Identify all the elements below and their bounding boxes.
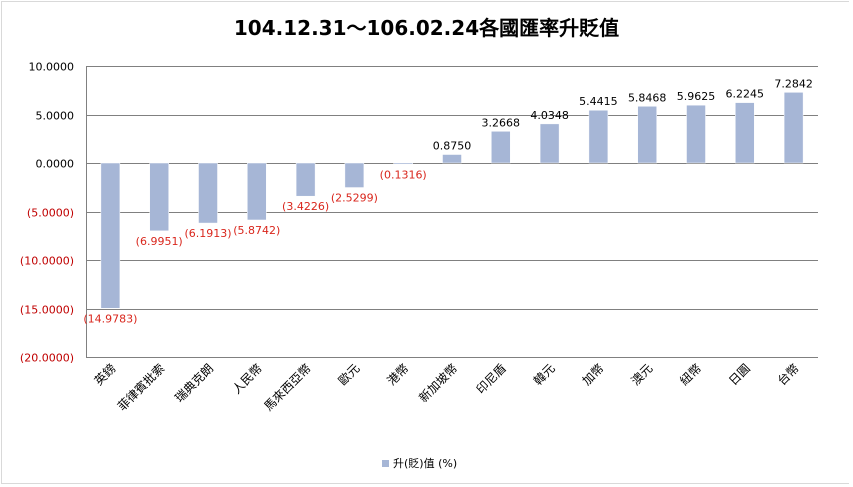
y-tick-label: 0.0000	[36, 158, 75, 171]
data-label: (6.1913)	[184, 227, 231, 240]
bar	[198, 162, 218, 224]
y-tick-label: (20.0000)	[20, 352, 74, 365]
data-labels: (14.9783) (6.9951)(6.1913) (5.8742)(3.4226…	[83, 77, 812, 325]
bottom-edge	[0, 485, 853, 487]
x-tick-label: 菲律賓批索	[114, 361, 167, 414]
x-tick-label: 台幣	[774, 361, 802, 389]
x-tick-label: 港幣	[384, 361, 411, 388]
y-tick-label: (15.0000)	[20, 304, 74, 317]
y-tick-label: 10.0000	[29, 61, 75, 74]
x-tick-label: 日圓	[726, 361, 753, 388]
data-label: 0.8750	[433, 140, 472, 153]
data-label: (2.5299)	[331, 192, 378, 205]
bar	[539, 123, 560, 164]
bar	[295, 162, 316, 197]
x-tick-label: 新加坡幣	[416, 361, 461, 406]
data-label: 5.4415	[579, 95, 618, 108]
x-tick-label: 歐元	[335, 361, 363, 389]
y-tick-label: (5.0000)	[27, 207, 74, 220]
gridlines	[86, 66, 818, 358]
data-label: 7.2842	[774, 77, 813, 90]
data-label: 3.2668	[482, 116, 521, 129]
data-label: 6.2245	[726, 88, 765, 101]
data-label: 4.0348	[530, 109, 569, 122]
bar	[100, 162, 121, 309]
x-tick-label: 英鎊	[91, 361, 119, 389]
data-label: (6.9951)	[136, 235, 183, 248]
x-tick-label: 韓元	[531, 361, 558, 388]
x-tick-label: 瑞典克朗	[172, 361, 216, 405]
bar	[442, 154, 462, 164]
legend-swatch	[382, 459, 389, 467]
x-tick-label: 加幣	[580, 361, 607, 388]
chart-title: 104.12.31～106.02.24各國匯率升貶值	[233, 16, 620, 40]
legend: 升(貶)值 (%)	[382, 455, 457, 471]
bar	[637, 106, 657, 164]
data-label: (0.1316)	[380, 168, 427, 181]
y-tick-label: (10.0000)	[20, 255, 74, 268]
bar	[393, 162, 413, 165]
bar	[686, 104, 706, 164]
x-tick-label: 馬來西亞幣	[261, 361, 313, 413]
right-edge	[849, 0, 853, 487]
bar	[588, 109, 609, 164]
data-label: (3.4226)	[282, 200, 329, 213]
bars	[100, 92, 804, 309]
x-tick-label: 紐幣	[677, 361, 704, 388]
data-label: (14.9783)	[83, 312, 137, 325]
bar	[783, 92, 804, 164]
data-label: 5.8468	[628, 91, 667, 104]
y-axis-tick-labels: 10.0000 5.0000 0.0000 (5.0000) (10.0000) (15.…	[20, 61, 74, 365]
bar	[247, 162, 267, 221]
legend-label: 升(貶)值 (%)	[393, 457, 458, 470]
bar	[735, 102, 755, 164]
bar	[149, 162, 169, 232]
x-tick-label: 人民幣	[230, 361, 265, 396]
y-tick-label: 5.0000	[36, 110, 75, 123]
x-tick-label: 印尼盾	[474, 361, 509, 396]
bar	[344, 162, 365, 188]
x-tick-label: 澳元	[628, 361, 655, 388]
bar	[491, 131, 511, 164]
data-label: 5.9625	[677, 90, 716, 103]
data-label: (5.8742)	[233, 224, 280, 237]
